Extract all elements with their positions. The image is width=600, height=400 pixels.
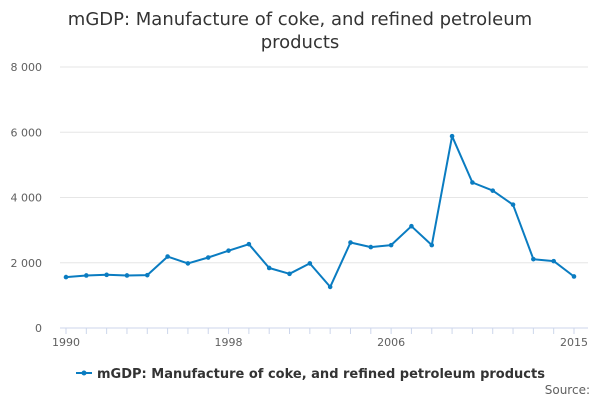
data-point[interactable] bbox=[531, 256, 536, 262]
data-point[interactable] bbox=[327, 284, 333, 290]
data-point[interactable] bbox=[205, 255, 211, 260]
y-tick-label: 4 000 bbox=[11, 192, 43, 205]
y-tick-label: 8 000 bbox=[11, 61, 43, 74]
data-point[interactable] bbox=[185, 261, 191, 266]
x-tick-label: 1998 bbox=[215, 336, 243, 349]
data-point[interactable] bbox=[449, 133, 455, 139]
data-point[interactable] bbox=[409, 223, 414, 229]
data-point[interactable] bbox=[470, 180, 475, 185]
data-point[interactable] bbox=[307, 261, 313, 266]
data-point[interactable] bbox=[551, 258, 556, 264]
grid-lines bbox=[60, 66, 588, 264]
x-axis: 1990 1998 2006 2015 bbox=[52, 327, 588, 349]
data-point[interactable] bbox=[165, 254, 170, 259]
data-point[interactable] bbox=[226, 248, 231, 253]
source-label: Source: bbox=[545, 383, 590, 397]
data-point[interactable] bbox=[266, 265, 272, 271]
series-line[interactable] bbox=[65, 135, 575, 288]
legend-item-label[interactable]: mGDP: Manufacture of coke, and refined p… bbox=[97, 367, 545, 382]
y-axis-labels: 0 2 000 4 000 6 000 8 000 bbox=[11, 61, 43, 335]
y-tick-label: 0 bbox=[35, 322, 42, 335]
x-tick-label: 2006 bbox=[377, 336, 405, 349]
data-point[interactable] bbox=[368, 244, 374, 250]
legend-marker-symbol bbox=[81, 370, 87, 376]
data-point[interactable] bbox=[104, 272, 109, 278]
data-point[interactable] bbox=[388, 242, 394, 248]
x-tick-label: 1990 bbox=[52, 336, 80, 349]
data-point[interactable] bbox=[429, 242, 435, 248]
y-tick-label: 2 000 bbox=[11, 257, 43, 270]
data-point[interactable] bbox=[63, 274, 69, 280]
data-point[interactable] bbox=[84, 273, 89, 278]
data-point[interactable] bbox=[571, 274, 577, 279]
data-point[interactable] bbox=[348, 240, 353, 245]
data-point[interactable] bbox=[144, 272, 150, 278]
data-point[interactable] bbox=[246, 241, 252, 247]
x-tick-label: 2015 bbox=[560, 336, 588, 349]
y-tick-label: 6 000 bbox=[11, 126, 43, 139]
data-point[interactable] bbox=[510, 202, 516, 207]
legend[interactable]: mGDP: Manufacture of coke, and refined p… bbox=[76, 367, 545, 382]
data-point[interactable] bbox=[490, 188, 496, 193]
data-point[interactable] bbox=[124, 273, 130, 278]
chart-title: mGDP: Manufacture of coke, and refined p… bbox=[67, 9, 533, 53]
series-layer bbox=[63, 133, 577, 290]
data-point[interactable] bbox=[287, 271, 292, 277]
